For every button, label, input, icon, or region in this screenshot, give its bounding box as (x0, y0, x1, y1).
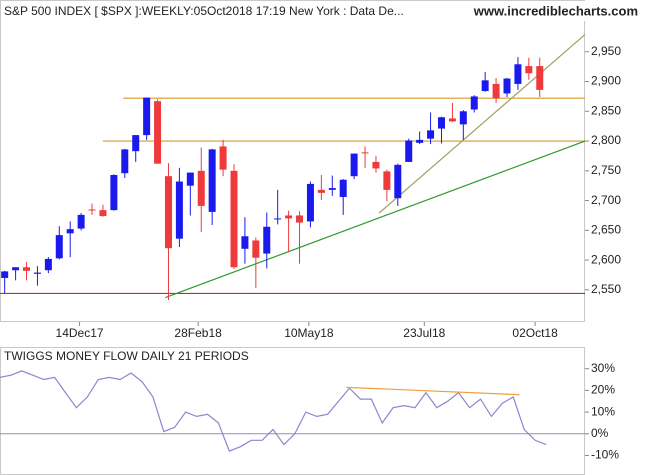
candle-body (383, 171, 391, 190)
candle-body (339, 179, 347, 198)
candle-body (77, 214, 85, 229)
candle-body (427, 130, 435, 139)
candle-body (536, 66, 544, 90)
candle-body (405, 140, 413, 162)
candle-body (241, 236, 249, 249)
candle-body (208, 149, 216, 212)
y-tick-label: -10% (591, 448, 619, 462)
candle-body (448, 118, 456, 122)
candle-body (525, 66, 533, 74)
y-tick-label: 2,700 (591, 193, 621, 207)
y-tick-label: 2,750 (591, 163, 621, 177)
money-flow-line (0, 370, 547, 452)
y-tick-label: 2,800 (591, 133, 621, 147)
candle-body (154, 101, 162, 164)
candle-body (33, 272, 41, 274)
candle-body (459, 111, 467, 125)
y-tick-label: 2,550 (591, 282, 621, 296)
y-tick-label: 30% (591, 361, 615, 375)
trend-line (378, 34, 586, 214)
candle-body (503, 78, 511, 94)
candle-body (372, 161, 380, 169)
candle-body (132, 135, 140, 152)
candle-body (186, 172, 194, 186)
candle-body (66, 229, 74, 234)
candle-body (263, 226, 271, 254)
candle-body (12, 267, 20, 271)
candle-body (55, 235, 63, 259)
candle-body (317, 189, 325, 193)
x-tick-label: 28Feb18 (174, 326, 222, 340)
panel-title: TWIGGS MONEY FLOW DAILY 21 PERIODS (4, 349, 249, 363)
trend-line (346, 386, 520, 396)
plot-area (0, 347, 585, 475)
candle-body (44, 258, 52, 271)
candle-body (514, 64, 522, 84)
candle-body (99, 210, 107, 217)
candle-body (252, 240, 260, 258)
x-tick-label: 23Jul18 (403, 326, 445, 340)
candle-body (437, 117, 445, 129)
candle-body (492, 83, 500, 99)
candle-body (121, 149, 129, 174)
candle-body (274, 218, 282, 220)
candle-body (164, 176, 172, 249)
candle-body (110, 174, 118, 211)
x-tick-label: 02Oct18 (512, 326, 558, 340)
candle-body (175, 181, 183, 239)
y-tick-label: 0% (591, 426, 609, 440)
candle-body (219, 146, 227, 170)
candle-body (416, 139, 424, 143)
candle-body (361, 152, 369, 154)
y-tick-label: 2,600 (591, 252, 621, 266)
candle-body (470, 96, 478, 110)
candle-body (23, 267, 31, 271)
chart-title: S&P 500 INDEX [ $SPX ]:WEEKLY:05Oct2018 … (4, 4, 404, 18)
candle-body (197, 170, 205, 206)
y-tick-label: 2,900 (591, 74, 621, 88)
y-tick-label: 2,850 (591, 103, 621, 117)
candle-body (230, 170, 238, 268)
trend-line (165, 140, 586, 299)
candle-body (88, 209, 96, 211)
candle-body (328, 188, 336, 190)
candle-body (350, 153, 358, 177)
title-bg (1, 1, 641, 21)
candle-body (306, 183, 314, 222)
y-tick-label: 10% (591, 404, 615, 418)
x-tick-label: 10May18 (284, 326, 334, 340)
y-tick-label: 2,650 (591, 223, 621, 237)
site-name: www.incrediblecharts.com (473, 3, 638, 18)
candle-body (296, 215, 304, 223)
candle-body (1, 271, 9, 278)
candle-body (143, 97, 151, 136)
candle-body (394, 164, 402, 199)
plot-area (0, 0, 585, 322)
y-tick-label: 20% (591, 383, 615, 397)
x-tick-label: 14Dec17 (56, 326, 104, 340)
candle-body (285, 215, 293, 219)
y-tick-label: 2,950 (591, 44, 621, 58)
candle-body (481, 80, 489, 92)
